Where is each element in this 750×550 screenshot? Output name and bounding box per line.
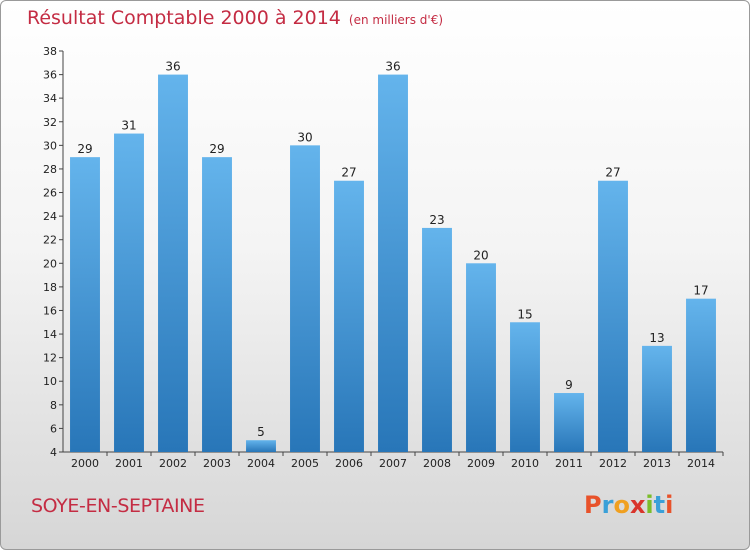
bar-2014 (686, 298, 716, 452)
y-tick-label: 38 (43, 45, 57, 58)
y-tick-label: 20 (43, 257, 57, 270)
y-tick-label: 18 (43, 281, 57, 294)
x-tick-label: 2014 (687, 457, 715, 470)
data-label-2003: 29 (209, 142, 224, 156)
data-label-2006: 27 (341, 166, 356, 180)
x-tick-label: 2000 (71, 457, 99, 470)
data-label-2010: 15 (517, 307, 532, 321)
y-tick-label: 36 (43, 69, 57, 82)
x-tick-label: 2006 (335, 457, 363, 470)
data-label-2005: 30 (297, 130, 312, 144)
place-name: SOYE-EN-SEPTAINE (31, 495, 205, 517)
y-tick-label: 12 (43, 352, 57, 365)
y-tick-label: 4 (50, 446, 57, 459)
logo-letter: t (653, 491, 666, 519)
chart-title: Résultat Comptable 2000 à 2014 (27, 7, 341, 29)
x-tick-label: 2013 (643, 457, 671, 470)
bar-2010 (510, 322, 540, 452)
y-tick-label: 22 (43, 234, 57, 247)
data-label-2012: 27 (605, 166, 620, 180)
bar-2012 (598, 180, 628, 452)
logo-letter: i (645, 491, 654, 519)
proxiti-logo[interactable]: Proxiti (584, 491, 673, 519)
y-tick-label: 8 (50, 399, 57, 412)
x-tick-label: 2004 (247, 457, 275, 470)
data-label-2014: 17 (693, 284, 708, 298)
data-label-2001: 31 (121, 119, 136, 133)
x-tick-label: 2010 (511, 457, 539, 470)
data-label-2007: 36 (385, 60, 400, 74)
bar-2006 (334, 180, 364, 452)
chart-title-line: Résultat Comptable 2000 à 2014 (en millie… (27, 7, 443, 29)
x-tick-label: 2011 (555, 457, 583, 470)
data-label-2002: 36 (165, 60, 180, 74)
logo-letter: x (629, 491, 646, 519)
logo-letter: r (601, 491, 614, 519)
bar-2011 (554, 393, 584, 452)
x-tick-label: 2012 (599, 457, 627, 470)
bar-2008 (422, 227, 452, 452)
chart-data-labels: 29 31 36 29 5 30 27 36 23 20 15 9 27 13 17 (77, 60, 708, 440)
x-tick-label: 2008 (423, 457, 451, 470)
x-tick-label: 2001 (115, 457, 143, 470)
bar-2001 (114, 133, 144, 452)
y-tick-label: 32 (43, 116, 57, 129)
x-tick-label: 2009 (467, 457, 495, 470)
bar-2005 (290, 145, 320, 452)
data-label-2009: 20 (473, 248, 488, 262)
y-tick-label: 6 (50, 422, 57, 435)
bar-2007 (378, 74, 408, 453)
bar-2009 (466, 263, 496, 452)
y-tick-label: 26 (43, 187, 57, 200)
bar-2003 (202, 157, 232, 452)
chart-bars (70, 74, 716, 453)
bar-2002 (158, 74, 188, 453)
y-tick-label: 16 (43, 304, 57, 317)
y-tick-label: 34 (43, 92, 57, 105)
y-tick-label: 24 (43, 210, 57, 223)
logo-letter: i (665, 491, 674, 519)
y-tick-label: 28 (43, 163, 57, 176)
data-label-2004: 5 (257, 425, 265, 439)
logo-letter: o (613, 491, 630, 519)
bar-2000 (70, 157, 100, 452)
data-label-2011: 9 (565, 378, 573, 392)
y-tick-label: 10 (43, 375, 57, 388)
y-tick-label: 30 (43, 139, 57, 152)
chart-subtitle: (en milliers d'€) (348, 13, 444, 27)
data-label-2000: 29 (77, 142, 92, 156)
x-tick-label: 2002 (159, 457, 187, 470)
x-tick-label: 2007 (379, 457, 407, 470)
y-tick-label: 14 (43, 328, 57, 341)
logo-letter: P (584, 491, 602, 519)
data-label-2013: 13 (649, 331, 664, 345)
data-label-2008: 23 (429, 213, 444, 227)
bar-2013 (642, 345, 672, 452)
x-tick-label: 2003 (203, 457, 231, 470)
x-tick-label: 2005 (291, 457, 319, 470)
bar-2004 (246, 440, 276, 452)
